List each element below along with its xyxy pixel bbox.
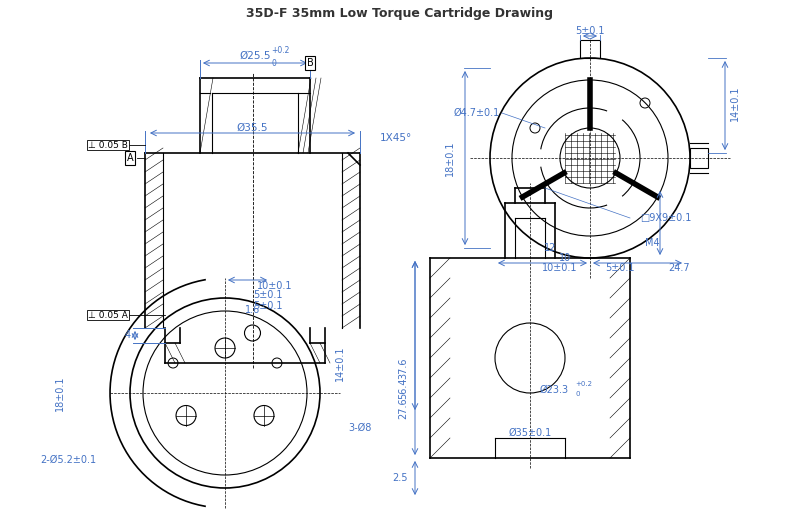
Text: 5±0.1: 5±0.1 — [253, 301, 283, 311]
Text: 18±0.1: 18±0.1 — [445, 140, 455, 176]
Text: Ø35.5: Ø35.5 — [236, 123, 268, 133]
Text: 24.7: 24.7 — [668, 263, 690, 273]
Text: A: A — [127, 153, 133, 163]
Bar — [690, 148, 708, 168]
Text: 1X45°: 1X45° — [380, 133, 413, 143]
Text: 10±0.1: 10±0.1 — [257, 281, 292, 291]
Text: 14±0.1: 14±0.1 — [730, 85, 740, 121]
Text: 2-Ø5.2±0.1: 2-Ø5.2±0.1 — [40, 455, 96, 465]
Text: ⊥ 0.05 B: ⊥ 0.05 B — [88, 140, 128, 149]
Text: 4: 4 — [125, 330, 131, 340]
Text: +0.2: +0.2 — [575, 381, 592, 387]
Text: B: B — [307, 58, 313, 68]
Text: M4: M4 — [645, 238, 660, 248]
Text: 3-Ø8: 3-Ø8 — [348, 423, 372, 433]
Text: 10: 10 — [559, 253, 571, 263]
Text: Ø25.5: Ø25.5 — [239, 51, 271, 61]
Text: 14±0.1: 14±0.1 — [335, 345, 345, 381]
Text: □9X9±0.1: □9X9±0.1 — [640, 213, 691, 223]
Text: Ø35±0.1: Ø35±0.1 — [509, 428, 552, 438]
Text: 5±0.1: 5±0.1 — [253, 290, 283, 300]
Bar — [580, 40, 600, 58]
Text: 0: 0 — [575, 391, 579, 397]
Text: Ø23.3: Ø23.3 — [540, 385, 570, 395]
Text: 18±0.1: 18±0.1 — [55, 375, 65, 411]
Text: 12: 12 — [544, 243, 556, 253]
Text: ⊥ 0.05 A: ⊥ 0.05 A — [88, 310, 128, 319]
Text: 5±0.1: 5±0.1 — [575, 26, 605, 36]
Text: Ø4.7±0.1: Ø4.7±0.1 — [453, 108, 500, 118]
Text: 27.6: 27.6 — [398, 397, 408, 419]
Text: 0: 0 — [271, 59, 276, 68]
Text: 37.6: 37.6 — [398, 357, 408, 379]
Text: 35D-F 35mm Low Torque Cartridge Drawing: 35D-F 35mm Low Torque Cartridge Drawing — [247, 6, 553, 20]
Text: 2.5: 2.5 — [392, 473, 408, 483]
Text: 1.6: 1.6 — [245, 305, 260, 315]
Text: 5±0.1: 5±0.1 — [606, 263, 634, 273]
Text: +0.2: +0.2 — [271, 46, 289, 55]
Text: 10±0.1: 10±0.1 — [542, 263, 578, 273]
Text: 56.4: 56.4 — [398, 377, 408, 399]
